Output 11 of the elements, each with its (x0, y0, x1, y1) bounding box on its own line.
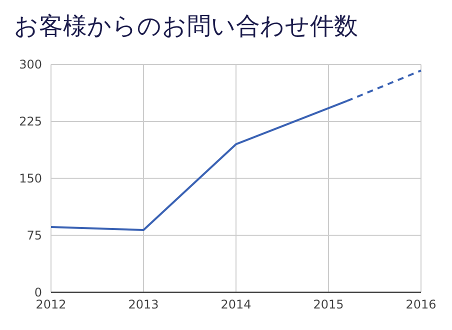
y-tick-label: 0 (34, 285, 42, 300)
x-tick-label: 2012 (36, 297, 66, 312)
y-tick-label: 150 (19, 171, 42, 186)
x-tick-label: 2016 (406, 297, 436, 312)
title: お客様からのお問い合わせ件数 (14, 12, 358, 40)
y-tick-label: 75 (26, 228, 42, 242)
x-tick-label: 2013 (128, 297, 159, 312)
y-tick-label: 225 (19, 114, 42, 128)
x-tick-label: 2014 (220, 297, 252, 312)
x-tick-label: 2015 (313, 297, 344, 312)
y-tick-label: 300 (19, 58, 42, 72)
